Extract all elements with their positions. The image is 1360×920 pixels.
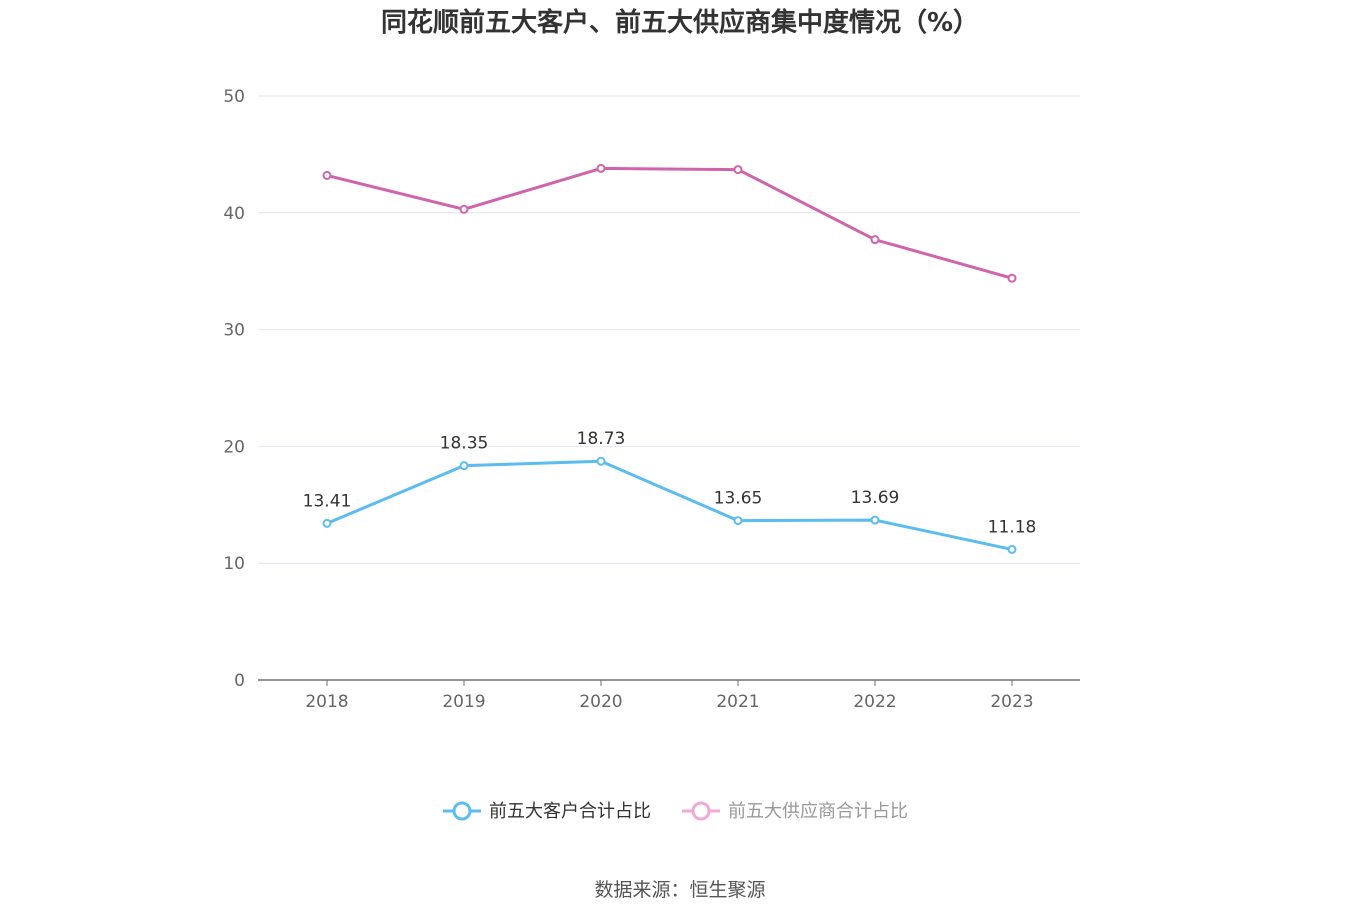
- data-point[interactable]: [870, 235, 880, 245]
- chart-title: 同花顺前五大客户、前五大供应商集中度情况（%）: [381, 7, 979, 38]
- x-tick-label: 2021: [716, 692, 759, 712]
- legend-item-customers[interactable]: 前五大客户合计占比: [443, 801, 651, 822]
- legend-label: 前五大客户合计占比: [489, 801, 651, 822]
- series-line: [325, 459, 1014, 551]
- data-label: 11.18: [988, 517, 1037, 537]
- y-tick-label: 10: [223, 554, 245, 574]
- data-point[interactable]: [596, 456, 606, 466]
- data-point[interactable]: [322, 518, 332, 528]
- grid: [258, 95, 1080, 564]
- data-label: 13.41: [303, 491, 352, 511]
- data-point[interactable]: [459, 204, 469, 214]
- series-line: [325, 166, 1014, 280]
- data-point[interactable]: [1007, 273, 1017, 283]
- data-point[interactable]: [459, 461, 469, 471]
- legend[interactable]: 前五大客户合计占比 前五大供应商合计占比: [443, 801, 908, 822]
- legend-marker-icon: [452, 801, 472, 821]
- x-tick-label: 2022: [853, 692, 896, 712]
- series-group: 13.41 18.35 18.73 13.65 13.69 11.18: [303, 163, 1037, 554]
- data-point[interactable]: [870, 515, 880, 525]
- y-tick-label: 50: [223, 87, 245, 107]
- legend-item-suppliers[interactable]: 前五大供应商合计占比: [682, 801, 908, 822]
- series-customers: 13.41 18.35 18.73 13.65 13.69 11.18: [303, 429, 1037, 554]
- y-axis: 0 10 20 30 40 50: [223, 87, 245, 691]
- x-tick-label: 2020: [579, 692, 622, 712]
- y-tick-label: 0: [234, 671, 245, 691]
- x-axis: 2018 2019 2020 2021 2022 2023: [258, 679, 1080, 712]
- data-point[interactable]: [322, 170, 332, 180]
- data-label: 18.35: [440, 434, 489, 454]
- legend-label: 前五大供应商合计占比: [728, 801, 908, 822]
- y-tick-label: 30: [223, 321, 245, 341]
- data-label: 13.65: [714, 489, 763, 509]
- data-point[interactable]: [733, 516, 743, 526]
- data-point[interactable]: [1007, 544, 1017, 554]
- y-tick-label: 40: [223, 204, 245, 224]
- data-label: 13.69: [851, 488, 900, 508]
- data-point[interactable]: [596, 163, 606, 173]
- data-label: 18.73: [577, 429, 626, 449]
- legend-marker-icon: [691, 801, 711, 821]
- source-note: 数据来源：恒生聚源: [594, 879, 765, 901]
- x-tick-label: 2019: [442, 692, 485, 712]
- y-tick-label: 20: [223, 437, 245, 457]
- x-tick-label: 2018: [305, 692, 348, 712]
- series-suppliers: [322, 163, 1017, 283]
- data-point[interactable]: [733, 165, 743, 175]
- x-tick-label: 2023: [990, 692, 1033, 712]
